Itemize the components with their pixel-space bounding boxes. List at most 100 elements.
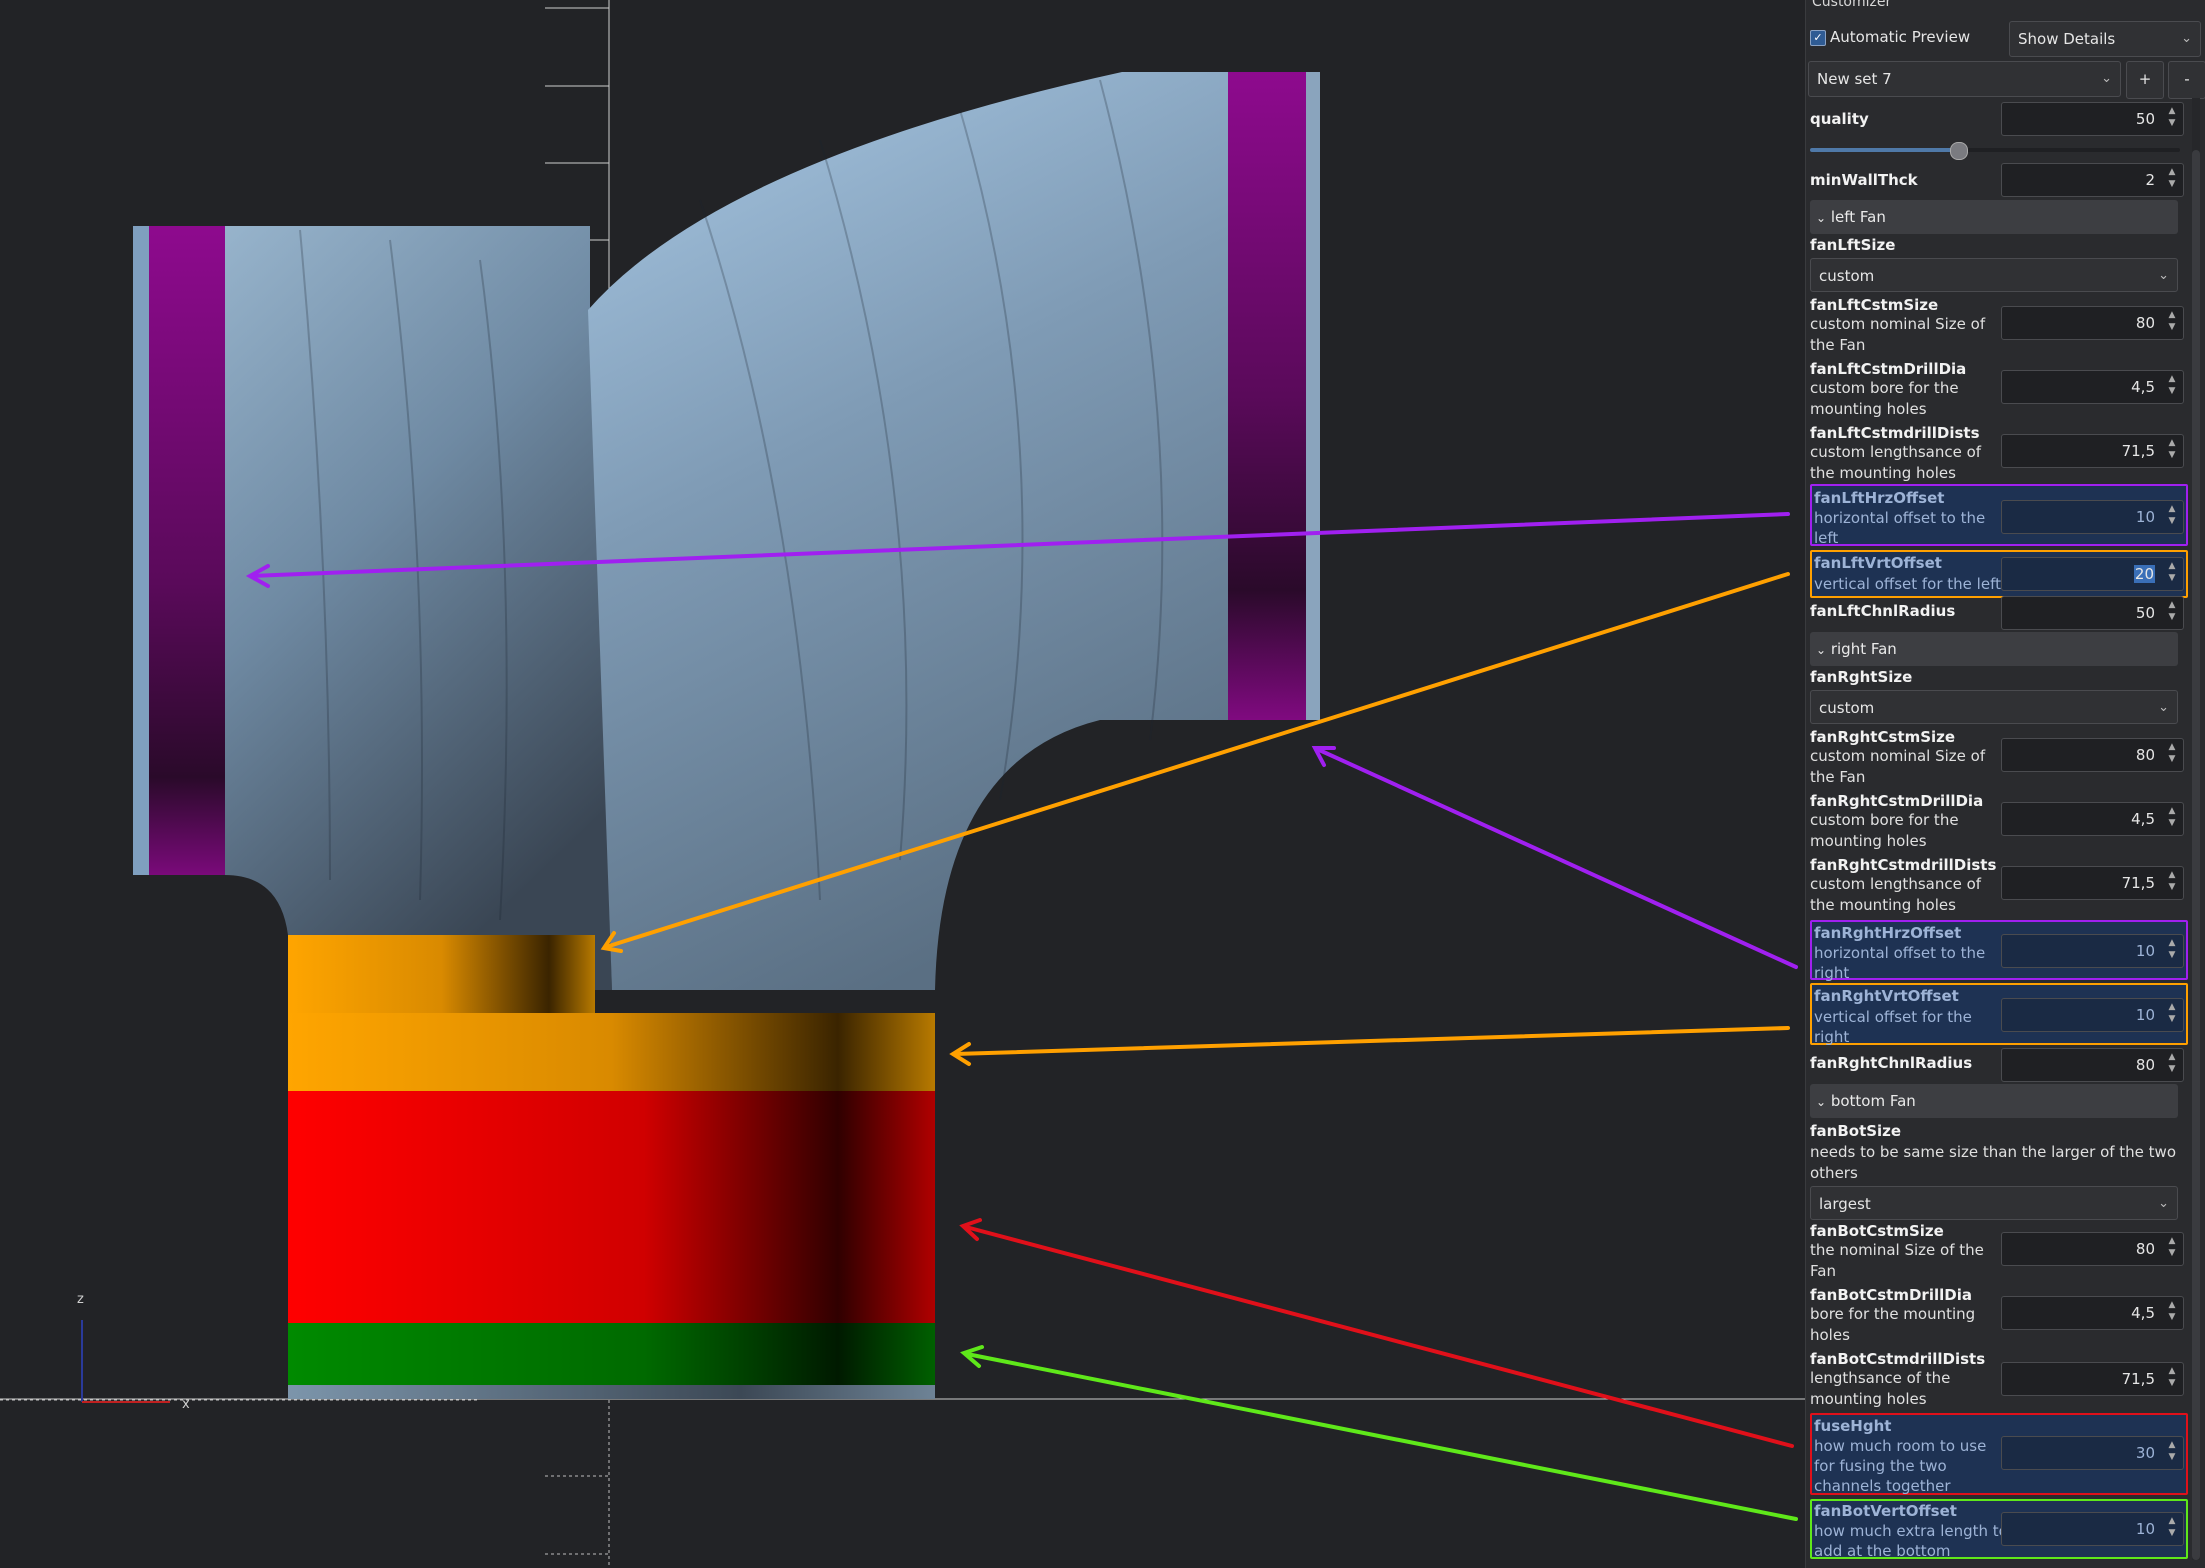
param-name: fanRghtCstmdrillDists [1810, 856, 1997, 874]
spin-value: 10 [2135, 1520, 2155, 1538]
param-name: fanLftVrtOffset [1814, 554, 1942, 572]
fanlftvrtoffset-spinbox[interactable]: 20 ▲ ▼ [2001, 557, 2184, 591]
param-name: fanLftHrzOffset [1814, 489, 1945, 507]
spin-arrows-icon[interactable]: ▲ ▼ [2168, 1002, 2176, 1024]
spin-value: 4,5 [2131, 378, 2155, 396]
param-fanlftvrtoffset: fanLftVrtOffset vertical offset for the … [1810, 550, 2188, 598]
fanlftsize-select[interactable]: custom ⌄ [1810, 258, 2178, 292]
right-vertical-offset-block [288, 1013, 935, 1091]
param-desc: custom bore for the [1810, 811, 1959, 829]
fanrghtcstmdrilldia-spinbox[interactable]: 4,5 ▲ ▼ [2001, 802, 2184, 836]
arrow-fuse-hght [959, 1218, 1794, 1448]
param-desc: channels together [1814, 1477, 1951, 1495]
fanlftcstmdrilldia-spinbox[interactable]: 4,5 ▲ ▼ [2001, 370, 2184, 404]
group-left-fan[interactable]: ⌄ left Fan [1810, 200, 2178, 234]
x-axis-label: x [182, 1397, 190, 1412]
spin-arrows-icon[interactable]: ▲ ▼ [2168, 561, 2176, 583]
spin-arrows-icon[interactable]: ▲ ▼ [2168, 1440, 2176, 1462]
add-preset-button[interactable]: + [2126, 61, 2164, 99]
remove-preset-button[interactable]: - [2168, 61, 2205, 99]
3d-viewport[interactable]: z x [0, 0, 1805, 1568]
fanbotvertoffset-spinbox[interactable]: 10 ▲ ▼ [2001, 1512, 2184, 1546]
fanlftcstmdrilldists-spinbox[interactable]: 71,5 ▲ ▼ [2001, 434, 2184, 468]
spin-arrows-icon[interactable]: ▲ ▼ [2168, 938, 2176, 960]
param-desc: the mounting holes [1810, 464, 1956, 482]
details-select[interactable]: Show Details ⌄ [2009, 21, 2201, 57]
param-minwallthck: minWallThck 2 ▲ ▼ [1810, 163, 2190, 199]
param-desc: horizontal offset to the [1814, 509, 1986, 527]
group-label: bottom Fan [1830, 1092, 1916, 1110]
param-desc: how much room to use [1814, 1437, 1987, 1455]
spin-arrows-icon[interactable]: ▲ ▼ [2168, 374, 2176, 396]
axis-gizmo: z x [77, 1292, 190, 1412]
right-fan-face [1228, 72, 1306, 720]
fusehght-spinbox[interactable]: 30 ▲ ▼ [2001, 1436, 2184, 1470]
param-name: fanLftCstmdrillDists [1810, 424, 1980, 442]
spin-value: 30 [2135, 1444, 2155, 1462]
spin-value: 4,5 [2131, 810, 2155, 828]
fanbotsize-select[interactable]: largest ⌄ [1810, 1186, 2178, 1220]
param-desc: left [1814, 529, 1839, 547]
param-desc: mounting holes [1810, 400, 1927, 418]
fanlftcstmsize-spinbox[interactable]: 80 ▲ ▼ [2001, 306, 2184, 340]
spin-arrows-icon[interactable]: ▲ ▼ [2168, 310, 2176, 332]
fanrghtchnlradius-spinbox[interactable]: 80 ▲ ▼ [2001, 1048, 2184, 1082]
fanrghtsize-select[interactable]: custom ⌄ [1810, 690, 2178, 724]
spin-arrows-icon[interactable]: ▲ ▼ [2168, 438, 2176, 460]
fanbotcstmdrilldists-spinbox[interactable]: 71,5 ▲ ▼ [2001, 1362, 2184, 1396]
arrow-right-hrz-offset [1311, 746, 1798, 969]
panel-scrollbar[interactable] [2192, 150, 2200, 1560]
param-name: fanLftSize [1810, 236, 1896, 254]
param-desc: the Fan [1810, 336, 1866, 354]
quality-slider-track[interactable] [1810, 148, 2180, 152]
param-name: fanBotCstmdrillDists [1810, 1350, 1986, 1368]
spin-arrows-icon[interactable]: ▲ ▼ [2168, 870, 2176, 892]
param-name: fanLftChnlRadius [1810, 602, 1956, 620]
spin-arrows-icon[interactable]: ▲ ▼ [2168, 806, 2176, 828]
fanrghthrzoffset-spinbox[interactable]: 10 ▲ ▼ [2001, 934, 2184, 968]
param-desc: others [1810, 1164, 1858, 1182]
param-desc: horizontal offset to the [1814, 944, 1986, 962]
spin-arrows-icon[interactable]: ▲ ▼ [2168, 1516, 2176, 1538]
fanbotcstmsize-spinbox[interactable]: 80 ▲ ▼ [2001, 1232, 2184, 1266]
param-desc: Fan [1810, 1262, 1836, 1280]
param-desc: right [1814, 1028, 1850, 1046]
param-fanbotcstmdrilldists: fanBotCstmdrillDists lengthsance of the … [1810, 1350, 2190, 1412]
spin-arrows-icon[interactable]: ▲ ▼ [2168, 600, 2176, 622]
spin-arrows-icon[interactable]: ▲ ▼ [2168, 167, 2176, 189]
param-desc: vertical offset for the [1814, 1008, 1972, 1026]
arrow-right-vrt-offset [949, 1026, 1790, 1066]
fanrghtcstmsize-spinbox[interactable]: 80 ▲ ▼ [2001, 738, 2184, 772]
automatic-preview-checkbox[interactable]: ✓ [1810, 30, 1826, 46]
spin-value: 4,5 [2131, 1304, 2155, 1322]
spin-arrows-icon[interactable]: ▲ ▼ [2168, 742, 2176, 764]
param-desc: vertical offset for the left [1814, 575, 2001, 593]
fanbotcstmdrilldia-spinbox[interactable]: 4,5 ▲ ▼ [2001, 1296, 2184, 1330]
model-render: z x [0, 0, 1805, 1568]
spin-arrows-icon[interactable]: ▲ ▼ [2168, 106, 2176, 128]
fanlfthrzoffset-spinbox[interactable]: 10 ▲ ▼ [2001, 500, 2184, 534]
quality-slider-handle[interactable] [1950, 142, 1968, 160]
spin-arrows-icon[interactable]: ▲ ▼ [2168, 1366, 2176, 1388]
spin-arrows-icon[interactable]: ▲ ▼ [2168, 1300, 2176, 1322]
fanrghtcstmdrilldists-spinbox[interactable]: 71,5 ▲ ▼ [2001, 866, 2184, 900]
spin-arrows-icon[interactable]: ▲ ▼ [2168, 1236, 2176, 1258]
param-fanlfthrzoffset: fanLftHrzOffset horizontal offset to the… [1810, 484, 2188, 547]
group-label: right Fan [1830, 640, 1897, 658]
minwallthck-spinbox[interactable]: 2 ▲ ▼ [2001, 163, 2184, 197]
fanlftchnlradius-spinbox[interactable]: 50 ▲ ▼ [2001, 596, 2184, 630]
spin-value: 20 [2133, 565, 2155, 583]
param-desc: custom nominal Size of [1810, 747, 1986, 765]
automatic-preview-label: Automatic Preview [1830, 28, 1971, 46]
param-desc: needs to be same size than the larger of… [1810, 1143, 2177, 1161]
param-name: fuseHght [1814, 1417, 1892, 1435]
left-vertical-offset-block [288, 935, 595, 1013]
fanrghtvrtoffset-spinbox[interactable]: 10 ▲ ▼ [2001, 998, 2184, 1032]
spin-arrows-icon[interactable]: ▲ ▼ [2168, 1052, 2176, 1074]
preset-select[interactable]: New set 7 ⌄ [1808, 61, 2121, 97]
group-bottom-fan[interactable]: ⌄ bottom Fan [1810, 1084, 2178, 1118]
param-fanrghtvrtoffset: fanRghtVrtOffset vertical offset for the… [1810, 983, 2188, 1046]
group-right-fan[interactable]: ⌄ right Fan [1810, 632, 2178, 666]
spin-arrows-icon[interactable]: ▲ ▼ [2168, 504, 2176, 526]
quality-spinbox[interactable]: 50 ▲ ▼ [2001, 102, 2184, 136]
